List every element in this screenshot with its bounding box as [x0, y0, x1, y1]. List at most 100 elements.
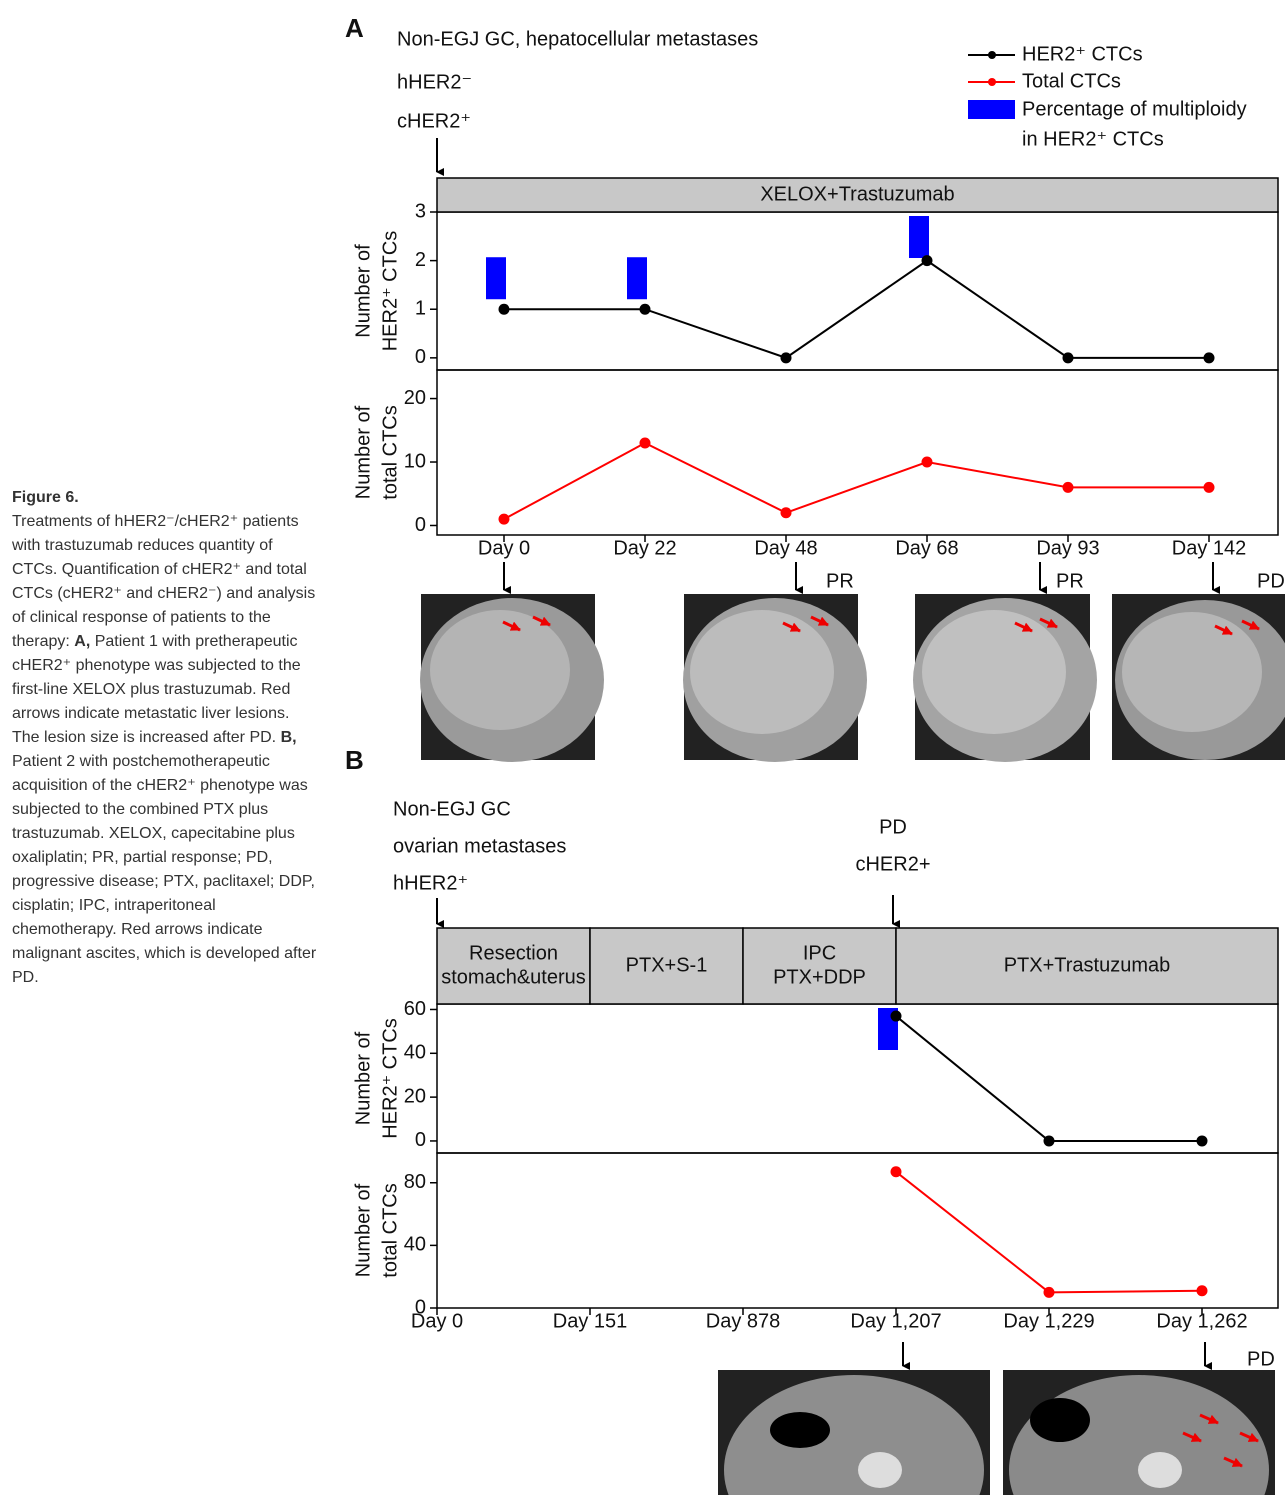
data-point — [1062, 352, 1074, 364]
y-axis-label: Number of — [352, 405, 374, 499]
therapy-band — [589, 927, 744, 1005]
header-line: ovarian metastases — [393, 835, 566, 857]
series-line — [895, 1171, 1203, 1294]
series-line — [504, 259, 1209, 359]
y-tick-label: 60 — [404, 998, 426, 1020]
caption-text: Patient 1 with pretherapeutic cHER2⁺ phe… — [12, 633, 301, 746]
event-label: PD — [879, 816, 907, 838]
event-label: cHER2+ — [855, 853, 930, 875]
legend-dot — [988, 51, 996, 59]
header-line: hHER2⁺ — [393, 872, 468, 894]
y-tick-label: 0 — [415, 514, 426, 536]
data-point — [498, 303, 510, 315]
y-tick-label: 2 — [415, 249, 426, 271]
therapy-label: PTX+DDP — [773, 966, 866, 988]
data-point — [1196, 1135, 1208, 1147]
y-tick-label: 40 — [404, 1042, 426, 1064]
data-point — [921, 255, 933, 267]
x-tick-label: Day 1,229 — [1003, 1310, 1094, 1332]
x-tick-label: Day 0 — [478, 537, 530, 559]
panel-label: B — [345, 745, 364, 775]
x-tick-label: Day 93 — [1036, 537, 1099, 559]
header-line: hHER2⁻ — [397, 71, 472, 93]
y-axis-label: HER2⁺ CTCs — [379, 231, 401, 352]
data-point — [1203, 352, 1215, 364]
header-line: Non-EGJ GC — [393, 798, 511, 820]
y-tick-label: 3 — [415, 200, 426, 222]
legend-label: Total CTCs — [1022, 70, 1121, 92]
data-point — [921, 456, 933, 468]
data-point — [1062, 481, 1074, 493]
y-tick-label: 0 — [415, 1129, 426, 1151]
multiploidy-marker — [486, 257, 506, 300]
ct-image — [420, 594, 604, 762]
caption: Figure 6. Treatments of hHER2⁻/cHER2⁺ pa… — [12, 486, 317, 990]
therapy-band — [436, 177, 1279, 213]
series-line — [503, 441, 1209, 521]
therapy-label: XELOX+Trastuzumab — [760, 183, 954, 205]
y-axis-label: Number of — [352, 244, 374, 338]
data-point — [639, 303, 651, 315]
response-label: PR — [826, 570, 854, 592]
y-axis-label: total CTCs — [379, 1183, 401, 1277]
data-point — [1196, 1285, 1208, 1297]
x-tick-label: Day 1,262 — [1156, 1310, 1247, 1332]
multiploidy-marker — [627, 257, 647, 300]
x-tick-label: Day 142 — [1172, 537, 1247, 559]
ct-image — [683, 594, 867, 762]
y-axis-label: Number of — [352, 1183, 374, 1277]
therapy-label: Resection — [469, 942, 558, 964]
caption-text: Treatments of hHER2⁻/cHER2⁺ patients wit… — [12, 513, 316, 650]
data-point — [639, 437, 651, 449]
x-tick-label: Day 22 — [613, 537, 676, 559]
legend-label: Percentage of multiploidy — [1022, 98, 1247, 120]
x-tick-label: Day 878 — [706, 1310, 781, 1332]
y-tick-label: 0 — [415, 346, 426, 368]
data-point — [1043, 1135, 1055, 1147]
data-point — [780, 352, 792, 364]
y-tick-label: 40 — [404, 1234, 426, 1256]
x-tick-label: Day 1,207 — [850, 1310, 941, 1332]
therapy-band — [742, 927, 897, 1005]
data-point — [780, 507, 792, 519]
therapy-label: stomach&uterus — [441, 966, 586, 988]
data-point — [498, 513, 510, 525]
y-axis-label: Number of — [352, 1031, 374, 1125]
therapy-label: PTX+Trastuzumab — [1004, 954, 1171, 976]
plot-frame — [436, 369, 1279, 536]
caption-title: Figure 6. — [12, 489, 79, 506]
plot-frame — [436, 1003, 1279, 1154]
therapy-label: PTX+S-1 — [626, 954, 708, 976]
legend-dot — [988, 78, 996, 86]
data-point — [890, 1166, 902, 1178]
x-tick-label: Day 0 — [411, 1310, 463, 1332]
y-tick-label: 20 — [404, 1085, 426, 1107]
response-label: PR — [1056, 570, 1084, 592]
data-point — [890, 1010, 902, 1022]
panel-label: A — [345, 13, 364, 43]
y-axis-label: HER2⁺ CTCs — [379, 1018, 401, 1139]
y-tick-label: 10 — [404, 450, 426, 472]
data-point — [1043, 1286, 1055, 1298]
y-tick-label: 80 — [404, 1171, 426, 1193]
header-line: cHER2⁺ — [397, 110, 471, 132]
response-label: PD — [1257, 570, 1285, 592]
plot-frame — [436, 211, 1279, 371]
legend-swatch — [968, 100, 1015, 119]
legend-label: in HER2⁺ CTCs — [1022, 128, 1164, 150]
response-label: PD — [1247, 1348, 1275, 1370]
y-axis-label: total CTCs — [379, 405, 401, 499]
plot-frame — [436, 1152, 1279, 1309]
ct-image — [1003, 1370, 1275, 1495]
caption-label: A, — [74, 633, 91, 650]
x-tick-label: Day 48 — [754, 537, 817, 559]
data-point — [1203, 481, 1215, 493]
x-tick-label: Day 68 — [895, 537, 958, 559]
caption-text: Patient 2 with postchemotherapeutic acqu… — [12, 753, 317, 986]
x-tick-label: Day 151 — [553, 1310, 628, 1332]
header-line: Non-EGJ GC, hepatocellular metastases — [397, 28, 758, 50]
caption-label: B, — [280, 729, 297, 746]
ct-image — [718, 1370, 990, 1495]
